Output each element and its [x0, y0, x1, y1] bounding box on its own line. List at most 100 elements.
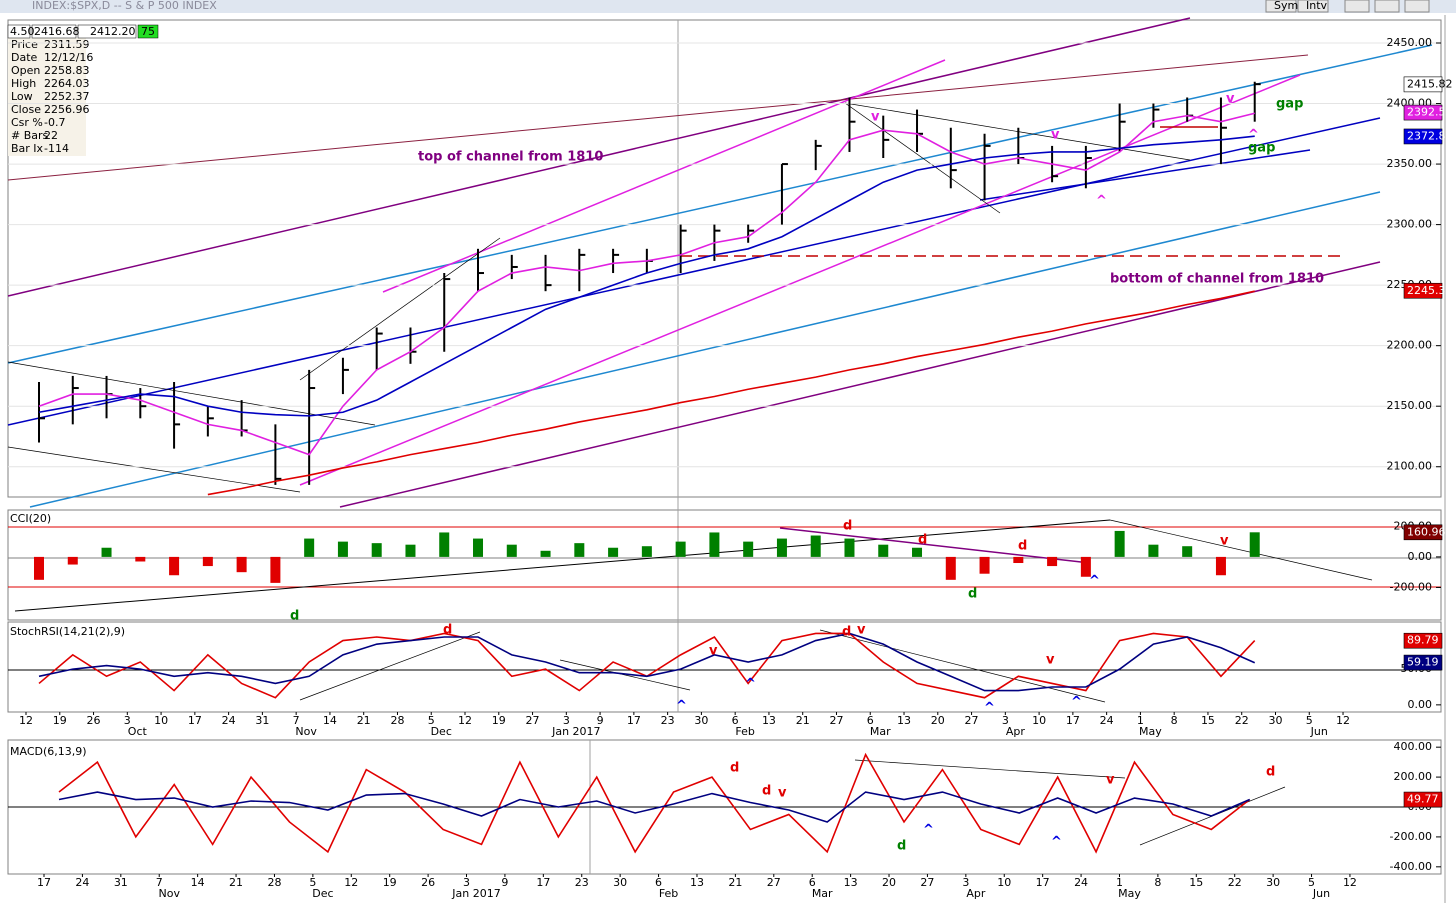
info-label: Close — [11, 103, 41, 116]
cci-bar — [1047, 556, 1058, 567]
trendline — [14, 519, 1111, 612]
annotation: d — [290, 609, 299, 624]
close-button[interactable] — [1404, 0, 1430, 13]
line — [207, 290, 1255, 496]
y-tick-label: 2350.00 — [1387, 157, 1433, 170]
intv-button[interactable] — [1297, 0, 1329, 13]
cci-bar — [371, 543, 382, 557]
cci-bar — [236, 556, 247, 573]
annotation: ^ — [923, 823, 934, 838]
x-tick-label: 5 — [1308, 876, 1315, 889]
annotation: d — [443, 623, 452, 638]
maximize-button[interactable] — [1374, 0, 1400, 13]
header-box — [31, 24, 77, 39]
trendline — [844, 102, 1001, 214]
month-label: Jun — [1312, 887, 1330, 900]
x-tick-label: 9 — [597, 714, 604, 727]
trendline — [299, 74, 1301, 486]
title-bar — [0, 0, 1456, 13]
sym-button[interactable] — [1265, 0, 1297, 13]
x-tick-label: 21 — [796, 714, 810, 727]
minimize-button[interactable] — [1344, 0, 1370, 13]
x-tick-label: 26 — [87, 714, 101, 727]
x-tick-label: 1 — [1116, 876, 1123, 889]
month-label: Mar — [870, 725, 891, 738]
value-tag — [1403, 128, 1443, 145]
trendline — [7, 446, 301, 493]
x-tick-label: 5 — [1306, 714, 1313, 727]
annotation: ^ — [984, 701, 995, 716]
annotation: d — [968, 587, 977, 602]
panel-title: StochRSI(14,21(2),9) — [10, 625, 125, 638]
x-tick-label: 27 — [526, 714, 540, 727]
month-label: Jan 2017 — [551, 725, 600, 738]
intv-button-label[interactable]: Intv — [1306, 0, 1328, 12]
cci-bar — [1114, 530, 1125, 557]
cci-bar — [945, 556, 956, 580]
annotation: d — [1018, 539, 1027, 554]
x-tick-label: 28 — [267, 876, 281, 889]
cci-bar — [979, 556, 990, 574]
month-label: Dec — [312, 887, 333, 900]
trendline — [7, 117, 1381, 426]
x-tick-label: 27 — [767, 876, 781, 889]
x-tick-label: 26 — [421, 876, 435, 889]
line — [38, 135, 1255, 417]
x-tick-label: 5 — [309, 876, 316, 889]
header-value: 4.50 — [10, 25, 35, 38]
cci-bar — [202, 556, 213, 567]
trendline — [382, 59, 946, 293]
annotation: gap — [1276, 97, 1303, 112]
annotation: ^ — [745, 677, 756, 692]
info-value: 2311.59 — [44, 38, 90, 51]
trendline — [1109, 519, 1373, 581]
month-label: Dec — [431, 725, 452, 738]
annotation: v — [871, 110, 880, 125]
annotation: ^ — [676, 699, 687, 714]
trendline — [29, 191, 1381, 508]
value-tag — [1403, 524, 1443, 541]
x-tick-label: 15 — [1189, 876, 1203, 889]
x-tick-label: 15 — [1201, 714, 1215, 727]
panel-title: MACD(6,13,9) — [10, 745, 87, 758]
trendline — [299, 631, 481, 701]
month-label: Feb — [659, 887, 678, 900]
x-tick-label: 13 — [690, 876, 704, 889]
cci-bar — [304, 538, 315, 557]
value-tag-label: 2245.36 — [1407, 284, 1453, 297]
x-tick-label: 12 — [344, 876, 358, 889]
header-value: 2412.20 — [90, 25, 136, 38]
annotation: top of channel from 1810 — [418, 150, 603, 165]
info-label: Price — [11, 38, 38, 51]
y-tick-label: -200.00 — [1390, 830, 1432, 843]
channel-top — [7, 17, 1191, 297]
value-tag-label: 2372.80 — [1407, 129, 1453, 142]
sym-button-label[interactable]: Sym — [1274, 0, 1298, 12]
value-tag-label: 89.79 — [1407, 634, 1439, 647]
month-label: Apr — [1006, 725, 1026, 738]
info-label: Low — [11, 90, 33, 103]
cci-bar — [101, 547, 112, 557]
x-tick-label: 31 — [255, 714, 269, 727]
x-tick-label: 10 — [154, 714, 168, 727]
cci-bar — [270, 556, 281, 583]
x-tick-label: 10 — [997, 876, 1011, 889]
x-tick-label: 22 — [1235, 714, 1249, 727]
annotation: v — [778, 786, 787, 801]
x-tick-label: 28 — [390, 714, 404, 727]
cci-bar — [776, 538, 787, 557]
cci-bar — [1148, 544, 1159, 557]
value-tag-label: 2392.54 — [1407, 106, 1453, 119]
info-value: 2256.96 — [44, 103, 90, 116]
value-tag — [1403, 104, 1443, 121]
y-tick-label: 2150.00 — [1387, 399, 1433, 412]
header-box — [77, 24, 137, 39]
cci-bar — [844, 538, 855, 557]
x-tick-label: 23 — [661, 714, 675, 727]
line — [38, 632, 1256, 692]
x-tick-label: 24 — [1074, 876, 1088, 889]
month-label: Mar — [812, 887, 833, 900]
x-tick-label: 8 — [1154, 876, 1161, 889]
cci-bar — [675, 541, 686, 557]
x-tick-label: 13 — [762, 714, 776, 727]
